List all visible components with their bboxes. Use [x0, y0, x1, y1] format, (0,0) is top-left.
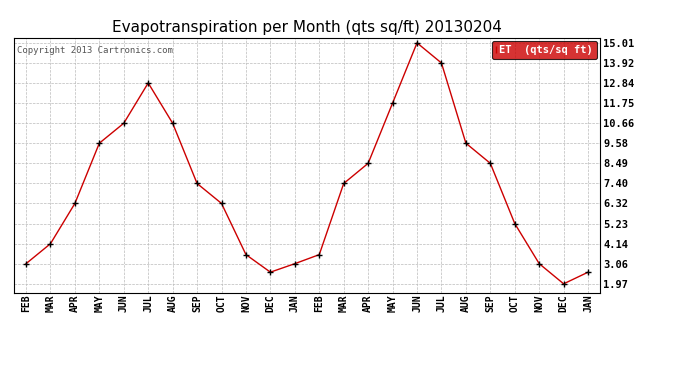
- Text: Copyright 2013 Cartronics.com: Copyright 2013 Cartronics.com: [17, 46, 172, 56]
- Legend: ET  (qts/sq ft): ET (qts/sq ft): [492, 40, 597, 59]
- Title: Evapotranspiration per Month (qts sq/ft) 20130204: Evapotranspiration per Month (qts sq/ft)…: [112, 20, 502, 35]
